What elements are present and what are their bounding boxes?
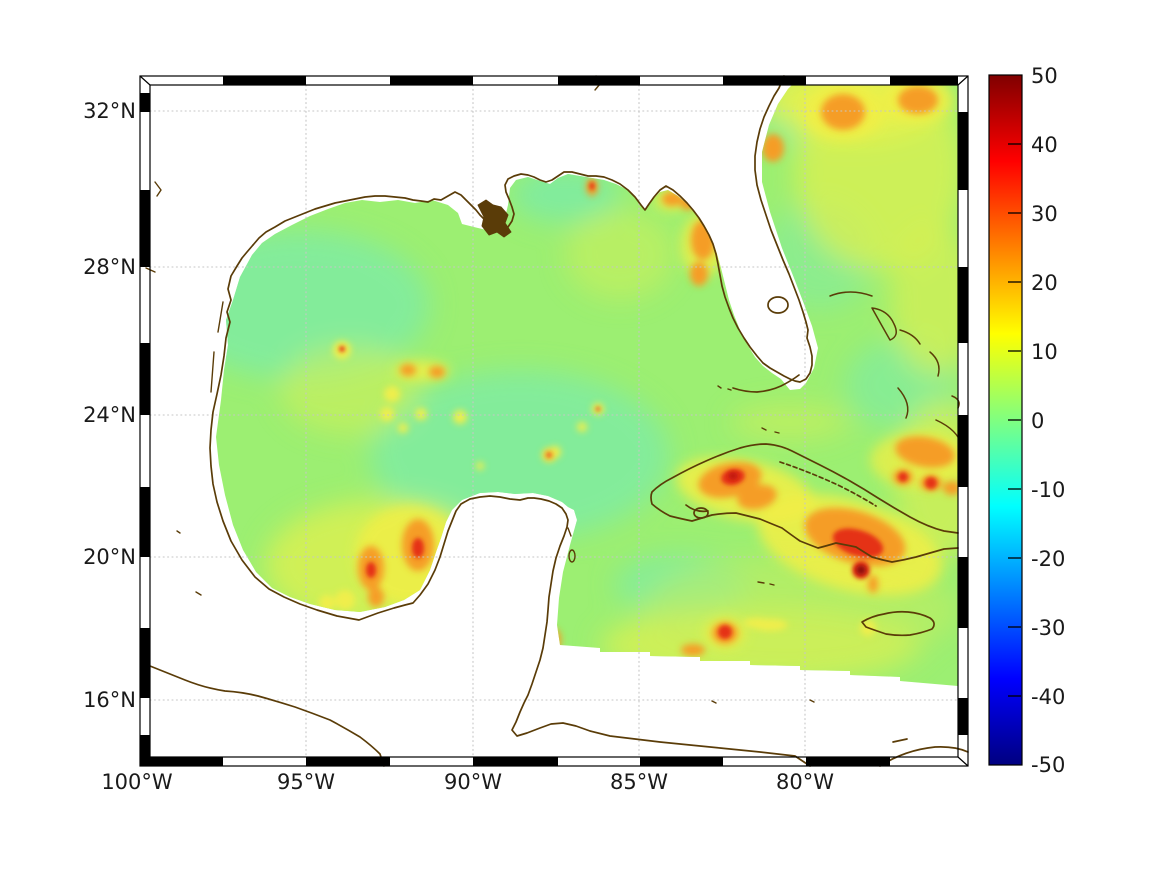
lat-label-32n: 32°N (83, 99, 136, 123)
heat-field (216, 85, 958, 686)
graticule (149, 84, 959, 758)
colorbar-labels: 50 40 30 20 10 0 -10 -20 -30 -40 -50 (1031, 64, 1065, 777)
cb-label-0: 0 (1031, 409, 1044, 433)
colorbar: 50 40 30 20 10 0 -10 -20 -30 -40 -50 (988, 64, 1065, 777)
coastline-florida-keys (732, 374, 800, 393)
cb-label-10: 10 (1031, 340, 1058, 364)
colorbar-ticks (1008, 143, 1021, 697)
coastline-north-gulf (252, 75, 813, 383)
lon-label-85w: 85°W (610, 770, 668, 794)
mississippi-delta (477, 199, 512, 238)
cb-label-40: 40 (1031, 133, 1058, 157)
lat-label-28n: 28°N (83, 255, 136, 279)
lat-label-20n: 20°N (83, 545, 136, 569)
lon-label-95w: 95°W (277, 770, 335, 794)
longitude-labels: 100°W 95°W 90°W 85°W 80°W (101, 770, 834, 794)
coastline-honduras (879, 746, 969, 767)
cb-label-50: 50 (1031, 64, 1058, 88)
dark-red-core (728, 472, 866, 575)
frame-outlines (139, 75, 969, 767)
yellow-spots (319, 341, 876, 636)
cb-label-m50: -50 (1031, 753, 1065, 777)
cb-label-30: 30 (1031, 202, 1058, 226)
cb-label-m40: -40 (1031, 685, 1065, 709)
latitude-labels: 32°N 28°N 24°N 20°N 16°N (83, 99, 136, 712)
cb-label-m20: -20 (1031, 547, 1065, 571)
map-frame (139, 75, 969, 767)
cuba-north-cays (779, 461, 877, 507)
coastlines (145, 75, 969, 767)
lon-label-80w: 80°W (776, 770, 834, 794)
lon-label-90w: 90°W (444, 770, 502, 794)
cb-label-20: 20 (1031, 271, 1058, 295)
coastline-jamaica (861, 610, 935, 637)
coastline-gulf (209, 244, 811, 767)
frame-black-segments (140, 76, 968, 766)
isla-juventud (693, 507, 709, 519)
lat-label-24n: 24°N (83, 403, 136, 427)
coastal-green-patch (532, 169, 541, 177)
coastline-cuba (650, 443, 959, 563)
lake-okeechobee (767, 296, 789, 314)
coastline-pacific (149, 665, 385, 767)
lat-label-16n: 16°N (83, 688, 136, 712)
cb-label-m30: -30 (1031, 616, 1065, 640)
cuba-inlet (685, 504, 709, 513)
roatan-island (892, 738, 908, 743)
cb-label-m10: -10 (1031, 478, 1065, 502)
lon-label-100w: 100°W (101, 770, 173, 794)
